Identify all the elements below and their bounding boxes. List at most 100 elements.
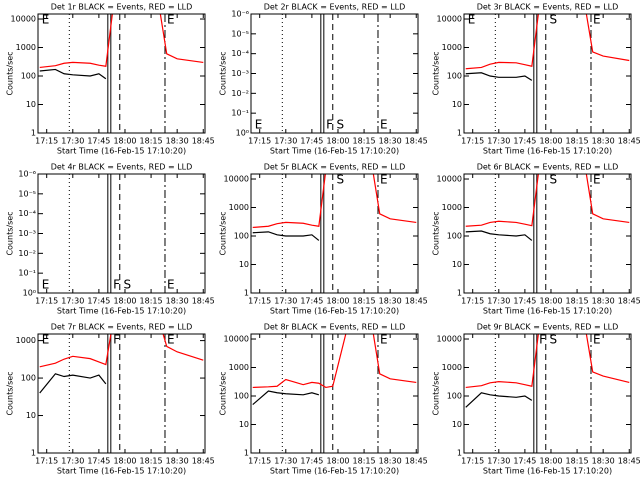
x-axis-label: Start Time (16-Feb-15 17:10:20) — [57, 307, 186, 316]
y-tick-label: 10⁰ — [23, 289, 36, 298]
chart-title: Det 7r BLACK = Events, RED = LLD — [51, 323, 193, 332]
panel: Det 3r BLACK = Events, RED = LLD Counts/s… — [432, 3, 640, 156]
y-tick-label: 1 — [457, 449, 462, 458]
x-tick-label: 18:45 — [618, 297, 640, 306]
series-line — [465, 14, 630, 70]
panel: Det 2r BLACK = Events, RED = LLD Counts/s… — [219, 3, 428, 156]
annotation: S — [550, 13, 558, 27]
x-tick-label: 18:45 — [405, 457, 428, 466]
x-tick-label: 17:30 — [61, 137, 84, 146]
x-tick-label: 17:30 — [274, 457, 297, 466]
plot-frame — [463, 173, 632, 294]
annotation: E — [468, 13, 476, 27]
x-tick-label: 18:30 — [379, 457, 402, 466]
x-tick-label: 18:45 — [405, 137, 428, 146]
x-axis-label: Start Time (16-Feb-15 17:10:20) — [270, 147, 399, 156]
x-tick-label: 18:15 — [353, 137, 376, 146]
y-tick-label: 10⁰ — [236, 129, 249, 138]
x-tick-label: 17:30 — [61, 457, 84, 466]
plot-frame — [250, 173, 419, 294]
series-line — [465, 72, 533, 81]
x-tick-label: 17:15 — [461, 297, 484, 306]
y-tick-label: 10⁻⁵ — [231, 29, 249, 38]
x-tick-label: 18:00 — [113, 297, 136, 306]
y-tick-label: 10000 — [437, 15, 462, 24]
y-tick-label: 1000 — [442, 203, 462, 212]
panel: Det 8r BLACK = Events, RED = LLD Counts/s… — [219, 323, 428, 476]
plot-frame — [37, 333, 206, 454]
annotation: E — [380, 333, 388, 347]
y-tick-label: 10⁻⁴ — [231, 49, 249, 58]
panel: Det 1r BLACK = Events, RED = LLD Counts/s… — [6, 3, 215, 156]
y-tick-label: 10⁻² — [231, 89, 249, 98]
x-tick-label: 18:15 — [140, 297, 163, 306]
x-tick-label: 18:45 — [618, 137, 640, 146]
y-tick-label: 100 — [447, 392, 462, 401]
y-axis-label: Counts/sec — [6, 51, 15, 95]
y-axis-label: Counts/sec — [6, 371, 15, 415]
x-tick-label: 18:15 — [140, 457, 163, 466]
x-axis-label: Start Time (16-Feb-15 17:10:20) — [483, 467, 612, 476]
y-tick-label: 10⁻⁵ — [18, 189, 36, 198]
y-tick-label: 10⁻⁴ — [18, 209, 36, 218]
panel: Det 6r BLACK = Events, RED = LLD Counts/s… — [432, 163, 640, 316]
x-tick-label: 18:00 — [113, 137, 136, 146]
series-line — [39, 373, 107, 394]
y-axis-label: Counts/sec — [432, 211, 441, 255]
y-tick-label: 1000 — [442, 43, 462, 52]
x-tick-label: 17:15 — [248, 457, 271, 466]
x-tick-label: 17:45 — [513, 297, 536, 306]
annotation: F — [113, 278, 120, 292]
y-tick-label: 10⁻⁶ — [18, 170, 36, 179]
x-tick-label: 17:15 — [248, 297, 271, 306]
x-tick-label: 18:45 — [192, 297, 215, 306]
y-tick-label: 10000 — [224, 175, 249, 184]
y-tick-label: 10 — [239, 260, 249, 269]
annotation: S — [550, 173, 558, 187]
x-axis-label: Start Time (16-Feb-15 17:10:20) — [483, 147, 612, 156]
y-tick-label: 1000 — [16, 43, 36, 52]
x-tick-label: 18:30 — [592, 297, 615, 306]
annotation: S — [337, 118, 345, 132]
x-tick-label: 17:30 — [487, 457, 510, 466]
y-tick-label: 1000 — [16, 336, 36, 345]
x-tick-label: 17:30 — [61, 297, 84, 306]
series-line — [465, 230, 533, 241]
annotation: E — [167, 333, 175, 347]
y-axis-label: Counts/sec — [6, 211, 15, 255]
x-tick-label: 17:45 — [513, 137, 536, 146]
x-tick-label: 18:30 — [592, 457, 615, 466]
x-tick-label: 17:30 — [487, 137, 510, 146]
x-tick-label: 18:15 — [353, 297, 376, 306]
y-tick-label: 10 — [26, 100, 36, 109]
x-tick-label: 17:30 — [274, 297, 297, 306]
annotation: E — [167, 13, 175, 27]
chart-title: Det 6r BLACK = Events, RED = LLD — [477, 163, 619, 172]
y-tick-label: 10⁻¹ — [231, 109, 249, 118]
y-tick-label: 1 — [31, 129, 36, 138]
annotation: F — [326, 118, 333, 132]
x-tick-label: 17:15 — [461, 137, 484, 146]
y-tick-label: 10000 — [224, 335, 249, 344]
y-tick-label: 100 — [21, 374, 36, 383]
x-tick-label: 17:45 — [513, 457, 536, 466]
y-axis-label: Counts/sec — [219, 51, 228, 95]
plot-frame — [37, 13, 206, 134]
y-tick-label: 10000 — [437, 175, 462, 184]
y-tick-label: 10⁻¹ — [18, 269, 36, 278]
y-tick-label: 1 — [244, 289, 249, 298]
chart-title: Det 1r BLACK = Events, RED = LLD — [51, 3, 193, 12]
x-tick-label: 18:00 — [539, 457, 562, 466]
annotation: E — [42, 13, 50, 27]
panel: Det 9r BLACK = Events, RED = LLD Counts/s… — [432, 323, 640, 476]
x-axis-label: Start Time (16-Feb-15 17:10:20) — [270, 307, 399, 316]
y-tick-label: 1 — [457, 129, 462, 138]
x-tick-label: 18:00 — [539, 137, 562, 146]
x-tick-label: 18:30 — [166, 297, 189, 306]
plot-frame — [37, 173, 206, 294]
x-tick-label: 17:30 — [487, 297, 510, 306]
x-axis-label: Start Time (16-Feb-15 17:10:20) — [270, 467, 399, 476]
annotation: F — [539, 333, 546, 347]
annotation: E — [593, 13, 601, 27]
series-line — [252, 174, 417, 229]
